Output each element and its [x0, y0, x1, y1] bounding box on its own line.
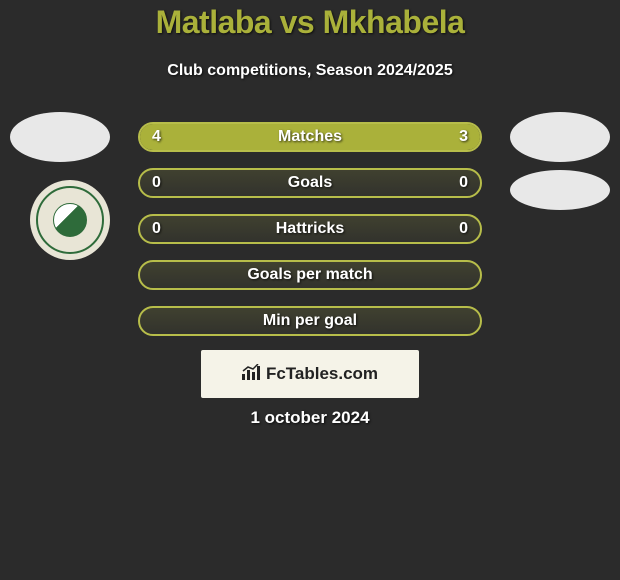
player-left-avatar	[10, 112, 110, 162]
stat-value-right: 0	[459, 216, 468, 246]
player-right-avatar	[510, 112, 610, 162]
stat-label: Hattricks	[140, 216, 480, 246]
stat-row-goals-per-match: Goals per match	[138, 260, 482, 290]
watermark-text: FcTables.com	[266, 364, 378, 384]
stat-label: Goals per match	[140, 262, 480, 292]
stat-label: Goals	[140, 170, 480, 200]
watermark: FcTables.com	[201, 350, 419, 398]
stat-row-min-per-goal: Min per goal	[138, 306, 482, 336]
page-subtitle: Club competitions, Season 2024/2025	[0, 62, 620, 80]
comparison-infographic: Matlaba vs Mkhabela Club competitions, S…	[0, 0, 620, 580]
chart-icon	[242, 364, 262, 385]
stat-row-hattricks: 0 Hattricks 0	[138, 214, 482, 244]
stat-value-right: 3	[459, 124, 468, 154]
team-badge-ring	[36, 186, 104, 254]
stat-rows: 4 Matches 3 0 Goals 0 0 Hattricks 0 Goal…	[138, 122, 482, 352]
stat-label: Min per goal	[140, 308, 480, 338]
stat-value-right: 0	[459, 170, 468, 200]
team-left-badge	[30, 180, 110, 260]
stat-row-matches: 4 Matches 3	[138, 122, 482, 152]
footer-date: 1 october 2024	[0, 408, 620, 428]
stat-label: Matches	[140, 124, 480, 154]
stat-row-goals: 0 Goals 0	[138, 168, 482, 198]
page-title: Matlaba vs Mkhabela	[0, 4, 620, 41]
team-right-badge	[510, 170, 610, 210]
